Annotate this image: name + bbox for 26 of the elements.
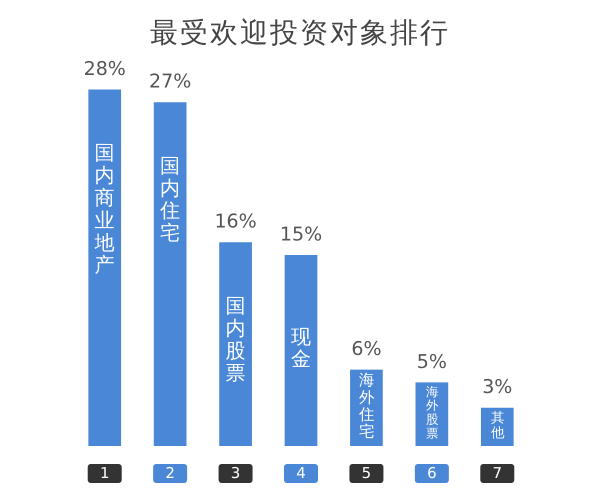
text: 3 (230, 464, 240, 482)
x-tick-label: 海外住宅 (358, 371, 374, 440)
x-tick-label: 现金 (291, 324, 311, 371)
text: 7 (492, 464, 502, 482)
bar (154, 102, 186, 446)
data-label: 27% (149, 70, 192, 93)
chart-title: 最受欢迎投资对象排行 (149, 15, 451, 51)
bar (284, 255, 318, 446)
data-label: 3% (482, 376, 512, 398)
x-tick-label: 国内股票 (226, 293, 246, 385)
data-label: 15% (280, 223, 322, 246)
text: 2 (165, 464, 175, 482)
x-tick-label: 国内商业地产 (94, 140, 115, 277)
data-label: 5% (416, 350, 447, 373)
bar (88, 89, 122, 446)
x-tick-label: 国内住宅 (159, 153, 180, 245)
data-label: 28% (84, 58, 126, 80)
data-label: 6% (351, 338, 382, 360)
data-label: 16% (214, 210, 257, 233)
text: 1 (100, 464, 110, 482)
text: 6 (427, 464, 437, 482)
text: 5 (362, 464, 372, 482)
text: 4 (296, 464, 306, 482)
bar (219, 242, 252, 446)
x-tick-label: 其他 (490, 410, 504, 442)
x-tick-label: 海外股票 (426, 384, 438, 441)
